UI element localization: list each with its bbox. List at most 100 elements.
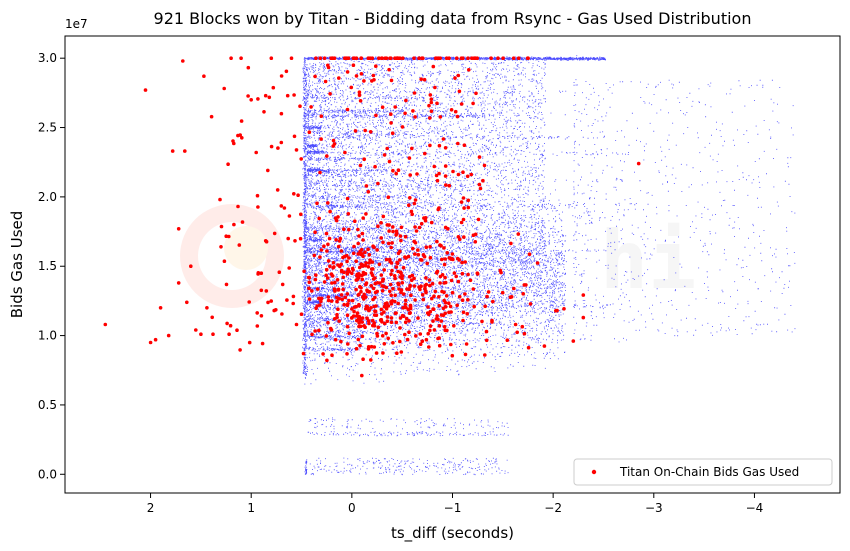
titan-bid-point xyxy=(442,324,447,329)
titan-bid-point xyxy=(346,342,350,346)
titan-bid-point xyxy=(380,284,384,288)
titan-bid-point xyxy=(325,358,329,363)
chart-title: 921 Blocks won by Titan - Bidding data f… xyxy=(154,9,752,28)
titan-bid-point xyxy=(474,91,478,96)
titan-bid-point xyxy=(326,65,331,70)
titan-bid-point xyxy=(307,297,312,301)
titan-bid-point xyxy=(361,357,365,362)
titan-bid-point xyxy=(385,315,390,319)
titan-bid-point xyxy=(279,111,284,116)
titan-bid-point xyxy=(381,214,386,219)
titan-bid-point xyxy=(345,292,350,296)
titan-bid-point xyxy=(450,290,455,295)
legend-box xyxy=(573,458,833,486)
titan-bid-point xyxy=(436,336,440,341)
titan-bid-point xyxy=(387,229,391,233)
titan-bid-point xyxy=(364,184,369,188)
titan-bid-point xyxy=(469,172,474,177)
titan-bid-point xyxy=(407,330,411,335)
series-titan-on-chain-bids xyxy=(103,56,641,378)
titan-bid-point xyxy=(393,276,398,281)
titan-bid-point xyxy=(465,174,470,179)
titan-bid-point xyxy=(259,271,264,276)
titan-bid-point xyxy=(351,63,356,67)
titan-bid-point xyxy=(461,318,465,323)
titan-bid-point xyxy=(440,289,444,294)
titan-bid-point xyxy=(405,337,410,342)
titan-bid-point xyxy=(484,329,489,334)
titan-bid-point xyxy=(403,332,407,337)
titan-bid-point xyxy=(219,245,223,249)
titan-bid-point xyxy=(352,244,356,249)
titan-bid-point xyxy=(326,295,331,299)
titan-bid-point xyxy=(443,174,448,178)
titan-bid-point xyxy=(374,304,378,308)
titan-bid-point xyxy=(386,336,391,341)
titan-bid-point xyxy=(332,287,337,291)
titan-bid-point xyxy=(202,74,206,78)
plot-area xyxy=(103,55,796,476)
titan-bid-point xyxy=(386,241,391,246)
titan-bid-point xyxy=(435,178,440,183)
titan-bid-point xyxy=(367,321,371,326)
titan-bid-point xyxy=(390,268,394,273)
titan-bid-point xyxy=(315,287,320,291)
titan-bid-point xyxy=(357,93,362,97)
titan-bid-point xyxy=(298,104,302,108)
titan-bid-point xyxy=(380,56,384,60)
titan-bid-point xyxy=(362,79,366,83)
titan-bid-point xyxy=(362,324,366,328)
titan-bid-point xyxy=(471,287,476,291)
titan-bid-point xyxy=(361,263,365,268)
titan-bid-point xyxy=(322,244,326,248)
titan-bid-point xyxy=(455,303,460,308)
titan-bid-point xyxy=(399,350,404,354)
titan-bid-point xyxy=(455,114,460,119)
titan-bid-point xyxy=(435,239,439,244)
titan-bid-point xyxy=(412,201,417,206)
titan-bid-point xyxy=(438,243,442,247)
titan-bid-point xyxy=(416,316,420,320)
titan-bid-point xyxy=(279,204,284,208)
titan-bid-point xyxy=(385,146,390,151)
titan-bid-point xyxy=(339,293,344,297)
titan-bid-point xyxy=(347,227,351,232)
titan-bid-point xyxy=(443,257,448,261)
titan-bid-point xyxy=(383,304,387,309)
titan-bid-point xyxy=(374,313,379,318)
titan-bid-point xyxy=(421,297,426,302)
titan-bid-point xyxy=(463,352,468,357)
titan-bid-point xyxy=(389,320,394,325)
blue-bid-points xyxy=(301,55,796,476)
titan-bid-point xyxy=(413,298,417,302)
x-tick-label: −2 xyxy=(544,501,562,515)
titan-bid-point xyxy=(375,289,380,294)
titan-bid-point xyxy=(354,287,358,292)
titan-bid-point xyxy=(341,255,345,260)
titan-bid-point xyxy=(457,89,462,94)
titan-bid-point xyxy=(357,265,362,270)
titan-bid-point xyxy=(437,171,441,176)
titan-bid-point xyxy=(354,74,359,78)
titan-bid-point xyxy=(429,109,434,113)
titan-bid-point xyxy=(318,56,323,60)
titan-bid-point xyxy=(449,342,453,347)
titan-bid-point xyxy=(520,324,525,329)
titan-bid-point xyxy=(455,256,460,261)
titan-bid-point xyxy=(379,307,384,312)
titan-bid-point xyxy=(181,59,185,63)
titan-bid-point xyxy=(571,339,576,343)
titan-bid-point xyxy=(345,107,350,112)
titan-bid-point xyxy=(423,216,428,220)
titan-bid-point xyxy=(363,271,368,276)
titan-bid-point xyxy=(218,197,222,202)
titan-bid-point xyxy=(356,227,360,232)
titan-bid-point xyxy=(189,264,193,269)
titan-bid-point xyxy=(335,312,339,317)
titan-bid-point xyxy=(391,341,395,345)
titan-bid-point xyxy=(420,293,425,297)
titan-bid-point xyxy=(284,69,289,74)
titan-bid-point xyxy=(360,277,365,282)
titan-bid-point xyxy=(360,320,365,324)
titan-bid-point xyxy=(358,163,363,168)
